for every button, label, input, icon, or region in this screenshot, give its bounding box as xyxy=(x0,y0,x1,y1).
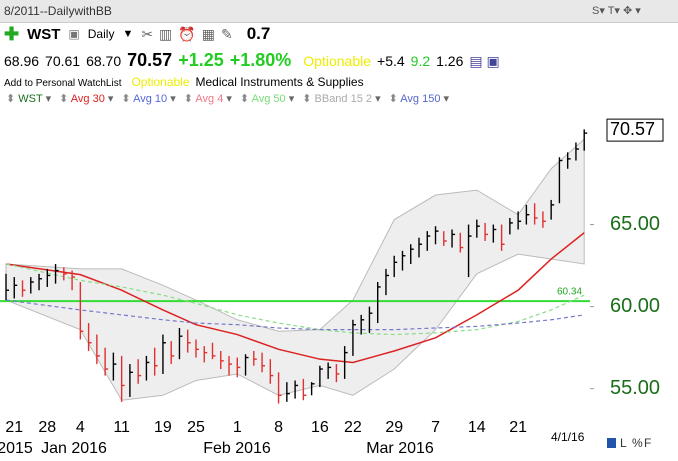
icon[interactable]: ▣ xyxy=(68,27,80,41)
stat: +5.4 xyxy=(377,53,405,69)
legend-dropdown[interactable]: ▾ xyxy=(440,93,450,105)
legend-icon: ⬍ xyxy=(302,93,315,105)
legend-entry: ⬍ BBand 15 2 ▾ xyxy=(302,92,380,105)
legend-item[interactable]: Avg 4 xyxy=(195,93,224,105)
x-tick-label: 21 xyxy=(509,419,527,436)
x-tick-label: 28 xyxy=(38,419,56,436)
legend-item[interactable]: WST xyxy=(18,93,43,105)
legend-entry: ⬍ Avg 30 ▾ xyxy=(59,92,113,105)
legend-icon: ⬍ xyxy=(239,93,252,105)
legend-icon: ⬍ xyxy=(121,93,134,105)
y-tick-label: 60.00 xyxy=(610,295,660,317)
symbol[interactable]: WST xyxy=(27,25,61,43)
indicator-legend: ⬍ WST ▾ ⬍ Avg 30 ▾ ⬍ Avg 10 ▾ ⬍ Avg 4 ▾ ⬍ Av… xyxy=(6,92,449,105)
title-bar: 8/2011--DailywithBB S▾ T▾ ✥ ▾ xyxy=(0,0,678,23)
corner-letter: F xyxy=(644,436,651,450)
window-title: 8/2011--DailywithBB xyxy=(4,4,112,18)
x-tick-label: 8 xyxy=(274,419,283,436)
y-tick-label: 55.00 xyxy=(610,377,660,399)
last: 70.57 xyxy=(127,50,173,70)
x-tick-label: 11 xyxy=(113,419,130,436)
legend-dropdown[interactable]: ▾ xyxy=(285,93,295,105)
last-price-box xyxy=(606,118,664,142)
corner-icon xyxy=(607,438,616,448)
info-row: Add to Personal WatchList Optionable Med… xyxy=(4,75,364,89)
tool-icons[interactable]: ✂▥⏰▦✎ xyxy=(141,25,239,42)
x-tick-label: 1 xyxy=(233,419,242,436)
dropdown[interactable]: ▼ xyxy=(122,28,134,40)
legend-entry: ⬍ Avg 150 ▾ xyxy=(389,92,449,105)
optionable: Optionable xyxy=(303,53,372,69)
legend-dropdown[interactable]: ▾ xyxy=(167,93,176,105)
month-label: Jan 2016 xyxy=(41,440,107,457)
month-label: Mar 2016 xyxy=(366,440,434,457)
y-tick-label: 65.00 xyxy=(610,213,660,235)
legend-dropdown[interactable]: ▾ xyxy=(42,93,52,105)
add-button[interactable]: ✚ xyxy=(4,23,20,44)
stat: 9.2 xyxy=(410,53,431,69)
optionable: Optionable xyxy=(131,75,190,89)
legend-entry: ⬍ WST ▾ xyxy=(6,92,51,105)
legend-entry: ⬍ Avg 10 ▾ xyxy=(121,92,175,105)
x-tick-label: 22 xyxy=(344,419,362,436)
last-price-label: 70.57 xyxy=(610,119,655,139)
legend-entry: ⬍ Avg 4 ▾ xyxy=(184,92,232,105)
change-pct: +1.80% xyxy=(229,50,292,70)
moving-average xyxy=(5,232,585,364)
icons[interactable]: ▤ ▣ xyxy=(469,53,500,69)
legend-item[interactable]: Avg 50 xyxy=(251,93,286,105)
toolbar-value: 0.7 xyxy=(246,24,271,43)
month-label: 2015 xyxy=(0,440,33,457)
legend-dropdown[interactable]: ▾ xyxy=(223,93,232,105)
interval[interactable]: Daily xyxy=(87,27,115,41)
legend-icon: ⬍ xyxy=(388,93,401,105)
x-tick-label: 14 xyxy=(468,419,486,436)
legend-icon: ⬍ xyxy=(6,93,19,105)
support-label: 60.34 xyxy=(557,287,582,298)
legend-dropdown[interactable]: ▾ xyxy=(104,93,114,105)
stat: 1.26 xyxy=(436,53,464,69)
bband-area xyxy=(5,138,585,401)
x-tick-label: 16 xyxy=(311,419,329,436)
chart: 55.00 60.00 65.00 60.34 70.57 21 28 4 11 19 25 1 8 16… xyxy=(0,118,664,457)
x-tick-label: 29 xyxy=(385,419,403,436)
x-tick-label: 25 xyxy=(187,419,205,436)
high: 70.61 xyxy=(45,53,81,69)
toolbar: ✚ WST ▣ Daily ▼ ✂▥⏰▦✎ 0.7 xyxy=(4,24,270,44)
change: +1.25 xyxy=(178,50,224,70)
quote-row: 68.96 70.61 68.70 70.57 +1.25 +1.80% Opt… xyxy=(4,50,500,71)
legend-icon: ⬍ xyxy=(183,93,196,105)
open: 68.96 xyxy=(4,53,40,69)
window-controls[interactable]: S▾ T▾ ✥ ▾ xyxy=(592,5,641,17)
x-tick-label: 7 xyxy=(431,419,440,436)
legend-entry: ⬍ Avg 50 ▾ xyxy=(240,92,294,105)
legend-icon: ⬍ xyxy=(59,93,71,105)
low: 68.70 xyxy=(86,53,122,69)
moving-average xyxy=(5,299,585,331)
x-tick-label: 4 xyxy=(76,419,85,436)
legend-item[interactable]: Avg 150 xyxy=(400,93,441,105)
legend-dropdown[interactable]: ▾ xyxy=(372,93,381,105)
corner-letter: L xyxy=(620,436,627,450)
x-tick-label: 19 xyxy=(154,419,172,436)
date-label: 4/1/16 xyxy=(551,430,585,444)
legend-item[interactable]: Avg 30 xyxy=(70,93,105,105)
watchlist-link[interactable]: Add to Personal WatchList xyxy=(4,78,122,89)
legend-item[interactable]: BBand 15 2 xyxy=(314,93,373,105)
corner-letter: % xyxy=(632,436,643,450)
month-label: Feb 2016 xyxy=(203,440,271,457)
industry[interactable]: Medical Instruments & Supplies xyxy=(195,75,364,89)
x-tick-label: 21 xyxy=(5,419,23,436)
legend-item[interactable]: Avg 10 xyxy=(133,93,168,105)
